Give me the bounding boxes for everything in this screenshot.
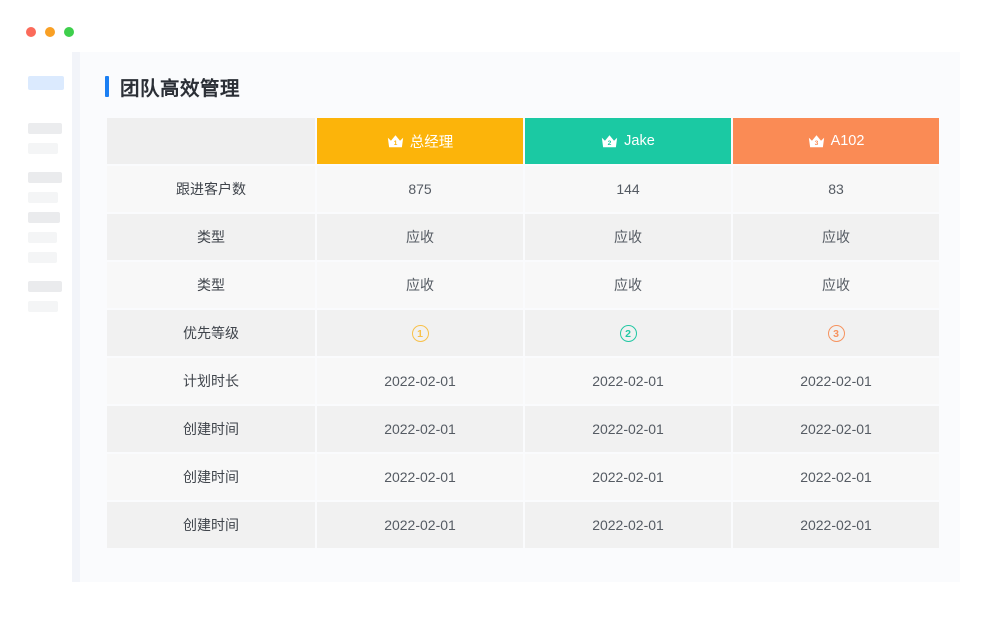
row-label: 创建时间	[107, 502, 315, 548]
title-accent-bar	[105, 76, 109, 97]
sidebar-item-1-active[interactable]	[28, 76, 64, 90]
team-performance-table: 1 总经理 2 Jake 3 A102 跟进客户数 875 144 83 类型 应收 应收 应收 类型 应收…	[105, 116, 941, 550]
crown-icon: 1	[387, 134, 403, 147]
header-content-col1: 1 总经理	[317, 118, 523, 164]
table-cell: 2022-02-01	[525, 454, 731, 500]
row-label: 类型	[107, 214, 315, 260]
sidebar-item-9[interactable]	[28, 281, 62, 292]
table-row: 优先等级 1 2 3	[107, 310, 939, 356]
table-header: 1 总经理 2 Jake 3 A102	[107, 118, 939, 164]
svg-text:1: 1	[393, 139, 397, 146]
table-cell: 2022-02-01	[525, 406, 731, 452]
table-cell: 应收	[733, 262, 939, 308]
row-label: 创建时间	[107, 454, 315, 500]
table-header-col2: 2 Jake	[525, 118, 731, 164]
sidebar-item-3[interactable]	[28, 143, 58, 154]
table-cell: 2022-02-01	[525, 502, 731, 548]
priority-badge: 1	[411, 325, 429, 343]
table-cell: 2022-02-01	[733, 406, 939, 452]
close-dot[interactable]	[26, 27, 36, 37]
table-row: 创建时间 2022-02-01 2022-02-01 2022-02-01	[107, 502, 939, 548]
table-cell: 2022-02-01	[317, 454, 523, 500]
svg-text:3: 3	[814, 139, 818, 146]
header-content-col3: 3 A102	[733, 118, 939, 164]
table-row: 计划时长 2022-02-01 2022-02-01 2022-02-01	[107, 358, 939, 404]
sidebar-item-4[interactable]	[28, 172, 62, 183]
table-row: 跟进客户数 875 144 83	[107, 166, 939, 212]
sidebar-item-10[interactable]	[28, 301, 58, 312]
table-header-col3: 3 A102	[733, 118, 939, 164]
crown-icon: 2	[602, 134, 618, 147]
table-cell: 应收	[317, 214, 523, 260]
table-cell: 1	[317, 310, 523, 356]
row-label: 跟进客户数	[107, 166, 315, 212]
header-label-col3: A102	[830, 133, 865, 149]
crown-icon: 3	[808, 134, 824, 147]
main-content-card: 团队高效管理 1 总经理 2 Jake 3 A102 跟进客户数 875 144 83 类型 应收应…	[80, 52, 960, 582]
row-label: 创建时间	[107, 406, 315, 452]
sidebar	[0, 56, 78, 586]
table-cell: 应收	[317, 262, 523, 308]
table-row: 类型 应收 应收 应收	[107, 262, 939, 308]
sidebar-item-5[interactable]	[28, 192, 58, 203]
row-label: 计划时长	[107, 358, 315, 404]
table-cell: 2	[525, 310, 731, 356]
table-cell: 2022-02-01	[733, 502, 939, 548]
sidebar-item-8[interactable]	[28, 252, 57, 263]
maximize-dot[interactable]	[64, 27, 74, 37]
priority-badge: 2	[619, 325, 637, 343]
table-cell: 2022-02-01	[525, 358, 731, 404]
window-controls	[26, 27, 74, 37]
page-title: 团队高效管理	[120, 78, 241, 100]
table-cell: 应收	[733, 214, 939, 260]
minimize-dot[interactable]	[45, 27, 55, 37]
table-cell: 144	[525, 166, 731, 212]
table-cell: 应收	[525, 214, 731, 260]
table-header-col1: 1 总经理	[317, 118, 523, 164]
table-row: 创建时间 2022-02-01 2022-02-01 2022-02-01	[107, 406, 939, 452]
svg-text:2: 2	[608, 139, 612, 146]
sidebar-content-divider	[72, 52, 80, 582]
table-header-row: 1 总经理 2 Jake 3 A102	[107, 118, 939, 164]
table-header-blank	[107, 118, 315, 164]
header-content-col2: 2 Jake	[525, 118, 731, 164]
header-label-col1: 总经理	[409, 134, 454, 151]
row-label: 优先等级	[107, 310, 315, 356]
table-cell: 2022-02-01	[317, 502, 523, 548]
table-cell: 2022-02-01	[733, 454, 939, 500]
table-cell: 875	[317, 166, 523, 212]
table-body: 跟进客户数 875 144 83 类型 应收 应收 应收 类型 应收 应收 应收 优先等级 1 2 3 计划时长…	[107, 166, 939, 548]
sidebar-item-6[interactable]	[28, 212, 60, 223]
sidebar-item-7[interactable]	[28, 232, 57, 243]
table-row: 类型 应收 应收 应收	[107, 214, 939, 260]
table-cell: 应收	[525, 262, 731, 308]
table-cell: 2022-02-01	[317, 358, 523, 404]
table-cell: 83	[733, 166, 939, 212]
table-cell: 3	[733, 310, 939, 356]
table-cell: 2022-02-01	[733, 358, 939, 404]
priority-badge: 3	[827, 325, 845, 343]
row-label: 类型	[107, 262, 315, 308]
header-label-col2: Jake	[624, 133, 655, 149]
table-row: 创建时间 2022-02-01 2022-02-01 2022-02-01	[107, 454, 939, 500]
page-title-block: 团队高效管理	[105, 72, 240, 101]
sidebar-item-2[interactable]	[28, 123, 62, 134]
table-cell: 2022-02-01	[317, 406, 523, 452]
